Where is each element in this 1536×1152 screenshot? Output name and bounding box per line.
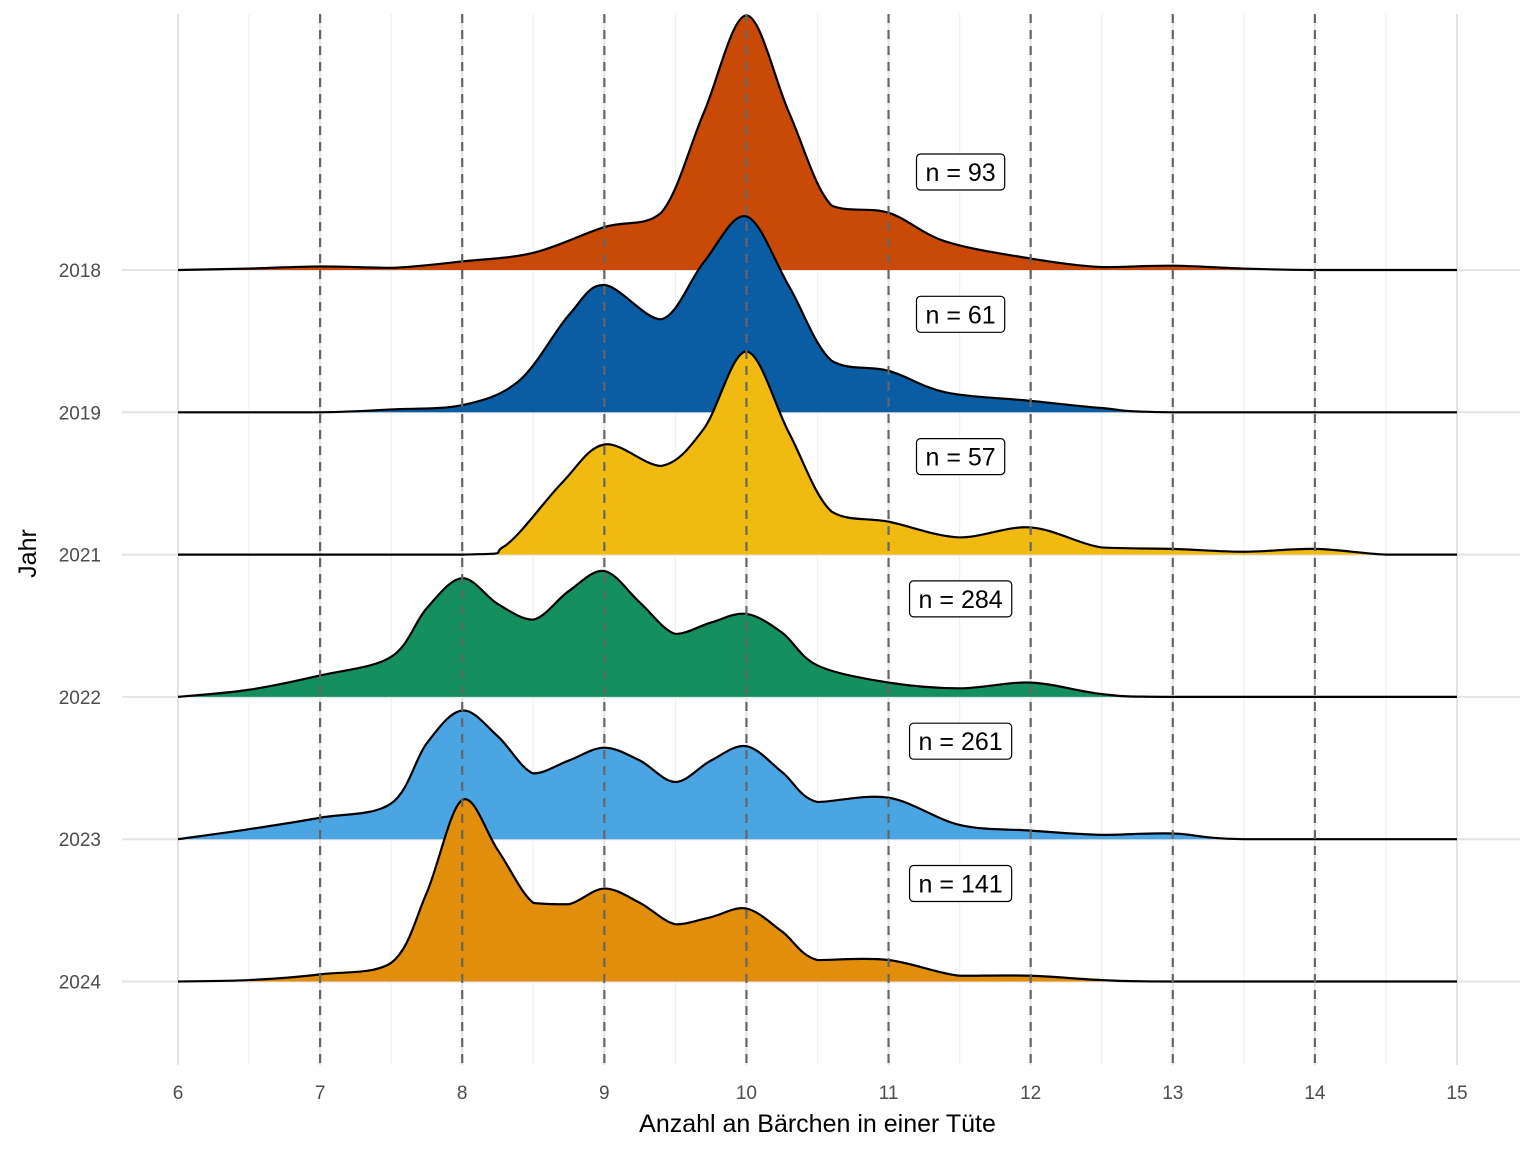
y-axis-title: Jahr [14, 529, 42, 578]
ridge-2021 [178, 350, 1457, 556]
ridge-outline-2018 [177, 14, 1457, 272]
y-tick-label: 2024 [59, 973, 102, 994]
x-tick-label: 10 [736, 1083, 757, 1104]
label-box [915, 438, 1006, 476]
label-box [915, 153, 1006, 191]
x-tick-label: 14 [1304, 1083, 1326, 1104]
sample-size-labels: n = 93 n = 61 n = 57 n = 284 n = 261 n = 141 [908, 153, 1013, 903]
ridge-fill-2024 [178, 799, 1457, 982]
label-text: n = 261 [919, 728, 1003, 756]
sample-size-label-2024: n = 141 [908, 864, 1013, 903]
y-tick-label: 2019 [59, 403, 101, 424]
label-text: n = 57 [926, 444, 996, 472]
sample-size-label-2019: n = 61 [915, 295, 1006, 333]
label-box [908, 864, 1013, 903]
ridge-fill-2022 [178, 570, 1457, 697]
x-axis-title: Anzahl an Bärchen in einer Tüte [639, 1110, 996, 1138]
ridge-outline-2023 [177, 709, 1457, 841]
y-tick-label: 2021 [59, 546, 101, 567]
label-text: n = 141 [919, 871, 1003, 899]
label-box [908, 580, 1013, 618]
label-box [915, 295, 1006, 333]
y-tick-label: 2022 [59, 688, 101, 709]
ridge-2024 [177, 798, 1457, 983]
y-tick-label: 2018 [59, 261, 101, 282]
sample-size-label-2021: n = 57 [915, 438, 1006, 476]
x-tick-label: 13 [1162, 1083, 1183, 1104]
ridge-2018 [177, 14, 1457, 272]
ridge-fill-2021 [178, 351, 1457, 555]
ridge-fill-2023 [178, 710, 1457, 840]
ridge-outline-2021 [178, 350, 1457, 556]
x-tick-label: 9 [599, 1083, 610, 1104]
x-tick-label: 8 [457, 1083, 468, 1104]
sample-size-label-2022: n = 284 [908, 580, 1013, 618]
ridge-2022 [177, 569, 1457, 699]
ridge-fill-2018 [178, 15, 1457, 270]
x-tick-label: 6 [173, 1083, 184, 1104]
x-tick-label: 11 [879, 1083, 899, 1104]
ridges [177, 14, 1457, 983]
sample-size-label-2023: n = 261 [908, 722, 1013, 760]
label-text: n = 284 [919, 586, 1003, 614]
label-text: n = 61 [926, 301, 996, 329]
ridge-outline-2019 [177, 215, 1457, 414]
x-tick-label: 7 [315, 1083, 326, 1104]
y-tick-label: 2023 [59, 830, 101, 851]
ridge-outline-2022 [177, 569, 1457, 699]
axes: 6 7 8 9 10 11 12 13 14 15 2018 2019 2021 2022 2023 2024 [59, 261, 1468, 1104]
ridge-fill-2019 [178, 216, 1457, 413]
x-tick-label: 15 [1446, 1083, 1467, 1104]
ridge-outline-2024 [177, 798, 1457, 983]
sample-size-label-2018: n = 93 [915, 153, 1006, 191]
label-box [908, 722, 1013, 760]
label-text: n = 93 [926, 159, 996, 187]
ridge-2019 [177, 215, 1457, 414]
ridge-2023 [177, 709, 1457, 841]
x-tick-label: 12 [1020, 1083, 1041, 1104]
